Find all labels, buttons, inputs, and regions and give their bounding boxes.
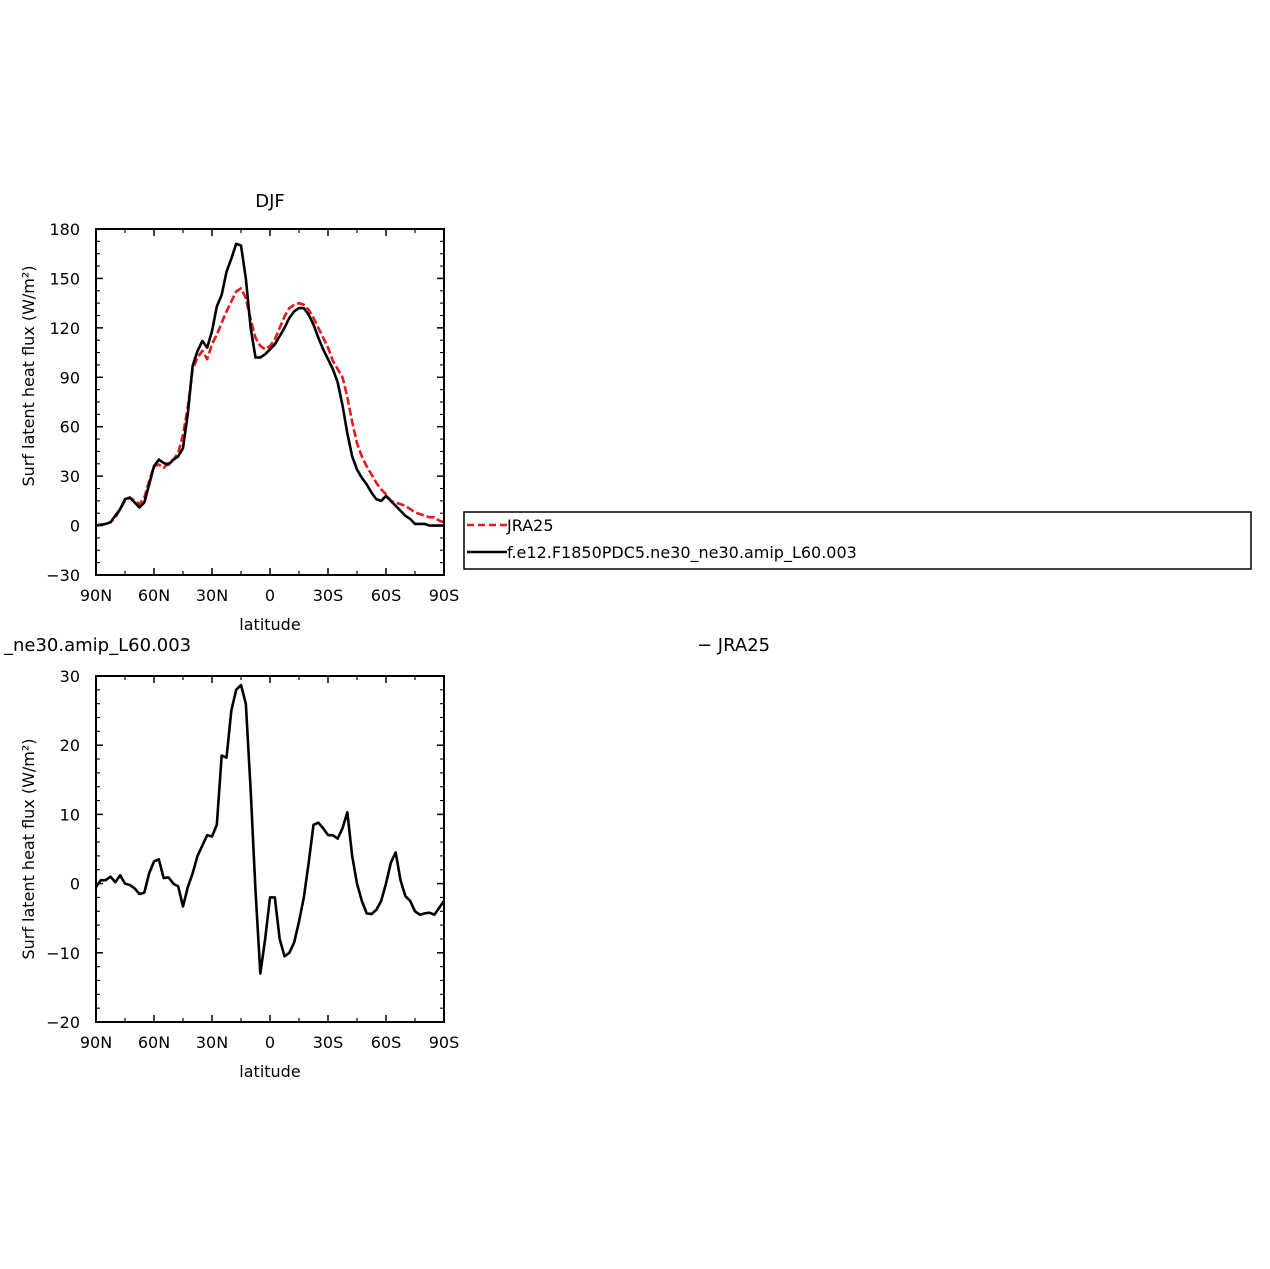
y-tick-label: 20 [60,736,80,755]
legend-box [463,511,1252,570]
y-tick-label: 150 [49,269,80,288]
y-tick-label: 0 [70,517,80,536]
series-line-jra25 [95,287,445,527]
x-axis-label: latitude [239,615,300,634]
y-axis-label: Surf latent heat flux (W/m²) [19,738,38,959]
x-axis-label: latitude [239,1062,300,1081]
y-tick-label: −10 [46,944,80,963]
chart-title-right: − JRA25 [697,635,770,656]
axis-ticks: 90N 60N 30N 0 30S 60S 90S −30 0 30 60 90 120 150 180 [46,220,459,605]
y-tick-label: 30 [60,467,80,486]
legend: JRA25 f.e12.F1850PDC5.ne30_ne30.amip_L60… [463,511,1252,570]
x-tick-label: 90N [80,586,112,605]
x-tick-label: 60S [371,586,402,605]
x-tick-label: 90N [80,1033,112,1052]
x-tick-label: 90S [429,1033,460,1052]
legend-label-model: f.e12.F1850PDC5.ne30_ne30.amip_L60.003 [507,543,857,563]
y-tick-label: 120 [49,319,80,338]
chart-title: DJF [255,191,285,212]
series-lines [94,683,446,975]
x-tick-label: 60N [138,1033,170,1052]
plot-frame [95,228,445,576]
x-tick-label: 30S [313,1033,344,1052]
x-tick-label: 30N [196,586,228,605]
series-lines [95,242,445,527]
x-tick-label: 30S [313,586,344,605]
series-line-difference [94,683,446,975]
panel-bottom: _ne30.amip_L60.003 − JRA25 Surf latent h… [3,635,770,1081]
x-tick-label: 60S [371,1033,402,1052]
legend-label-jra25: JRA25 [506,516,554,535]
x-tick-label: 60N [138,586,170,605]
y-tick-label: −30 [46,566,80,585]
x-tick-label: 0 [265,586,275,605]
y-tick-label: 90 [60,368,80,387]
y-tick-label: 0 [70,875,80,894]
series-line-f [95,242,444,527]
y-tick-label: 30 [60,667,80,686]
y-tick-label: 60 [60,418,80,437]
y-axis-label: Surf latent heat flux (W/m²) [19,265,38,486]
panel-top: DJF Surf latent heat flux (W/m²) latitud… [19,191,459,634]
y-tick-label: 10 [60,805,80,824]
x-tick-label: 30N [196,1033,228,1052]
chart-title-left: _ne30.amip_L60.003 [3,635,191,656]
x-tick-label: 0 [265,1033,275,1052]
y-tick-label: −20 [46,1013,80,1032]
y-tick-label: 180 [49,220,80,239]
plot-frame [95,675,445,1023]
x-tick-label: 90S [429,586,460,605]
